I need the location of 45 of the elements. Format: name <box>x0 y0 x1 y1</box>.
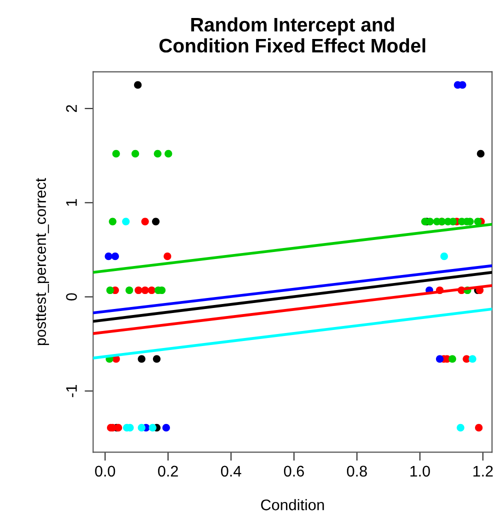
point <box>148 424 156 432</box>
point <box>122 218 130 226</box>
point <box>468 355 476 363</box>
point <box>152 218 160 226</box>
point <box>148 286 156 294</box>
point <box>164 252 172 260</box>
x-axis-title: Condition <box>261 499 324 510</box>
point <box>474 218 482 226</box>
x-tick-label: 1.2 <box>473 466 493 476</box>
y-tick-label: 2 <box>66 105 77 112</box>
point <box>456 424 464 432</box>
point <box>141 218 149 226</box>
point <box>104 252 112 260</box>
point <box>111 252 119 260</box>
x-tick-label: 0.0 <box>95 466 116 477</box>
x-tick-label: 0.6 <box>284 466 304 477</box>
point <box>112 150 120 158</box>
y-tick-label: 1 <box>66 199 77 206</box>
point <box>138 424 146 432</box>
y-axis-title: posttest_percent_correct <box>36 178 50 346</box>
point <box>154 150 162 158</box>
point <box>162 424 170 432</box>
point <box>476 150 484 158</box>
point <box>440 252 448 260</box>
point <box>134 286 142 294</box>
point <box>126 286 134 294</box>
chart-title: Random Intercept and Condition Fixed Effect Model <box>159 17 426 53</box>
point <box>449 218 457 226</box>
point <box>164 150 172 158</box>
point <box>475 424 483 432</box>
point <box>448 355 456 363</box>
x-tick-label: 0.8 <box>346 466 367 477</box>
point <box>141 286 149 294</box>
y-tick-label: 0 <box>66 293 77 300</box>
point <box>106 286 114 294</box>
x-tick-label: 1.0 <box>410 466 430 477</box>
x-tick-label: 0.4 <box>221 466 242 477</box>
point <box>436 355 444 363</box>
point <box>132 150 140 158</box>
y-tick-label: -1 <box>66 384 77 398</box>
point <box>134 81 142 89</box>
point <box>108 218 116 226</box>
x-tick-label: 0.2 <box>158 466 178 477</box>
point <box>152 355 161 363</box>
point <box>138 355 146 363</box>
